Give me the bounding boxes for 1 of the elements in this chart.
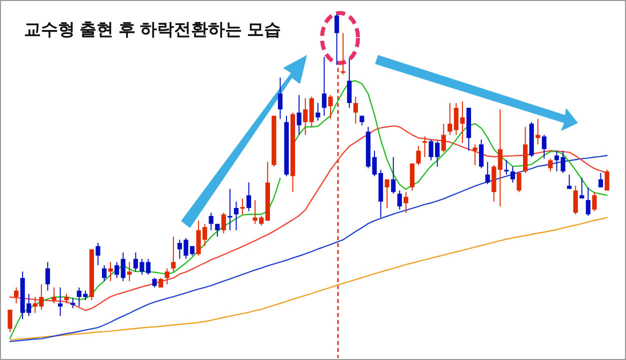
chart-title: 교수형 출현 후 하락전환하는 모습 — [24, 20, 281, 39]
